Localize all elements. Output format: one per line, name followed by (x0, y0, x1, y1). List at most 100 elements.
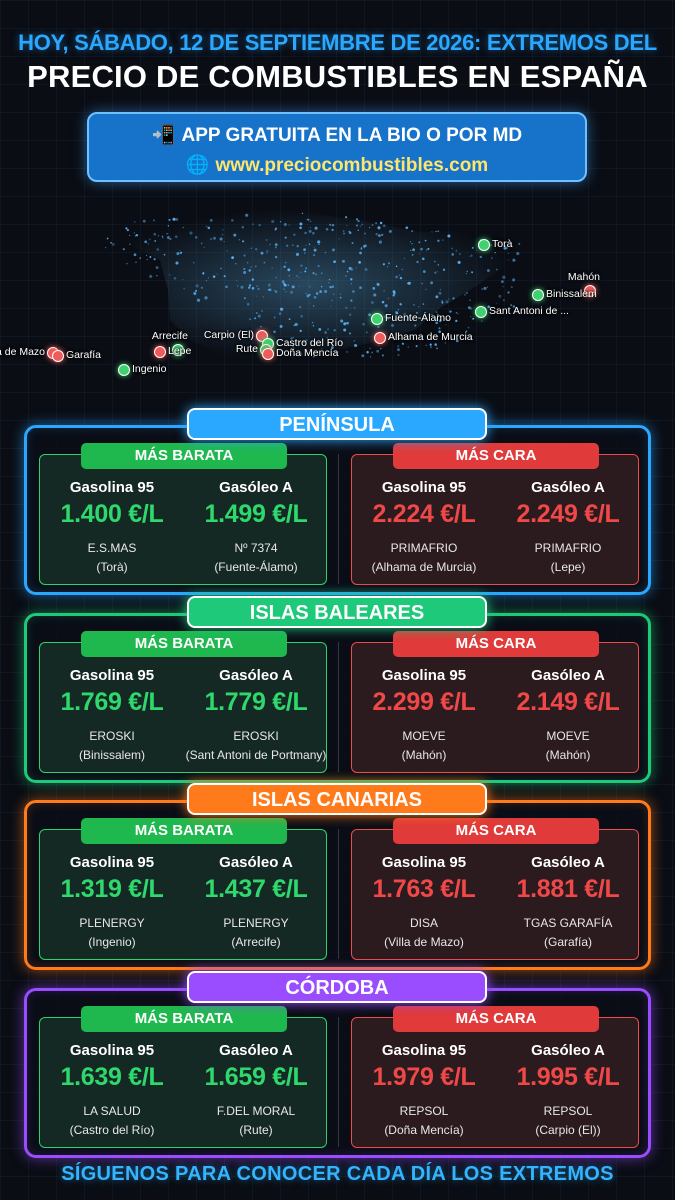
population-dot (436, 313, 440, 317)
page-title: PRECIO DE COMBUSTIBLES EN ESPAÑA (27, 59, 648, 94)
population-dot (195, 289, 198, 292)
population-dot (507, 291, 510, 294)
population-dot (418, 253, 420, 255)
footer-text: SÍGUENOS PARA CONOCER CADA DÍA LOS EXTRE… (61, 1163, 614, 1185)
population-dot (273, 330, 276, 334)
population-dot (420, 247, 423, 251)
population-dot (176, 252, 180, 256)
gasolina-column: Gasolina 95 2.224 €/L PRIMAFRIO (Alhama de … (352, 479, 496, 574)
population-dot (348, 230, 350, 233)
population-dot (425, 249, 428, 251)
population-dot (200, 242, 203, 245)
population-dot (378, 240, 382, 244)
population-dot (268, 288, 272, 292)
gasolina-column: Gasolina 95 2.299 €/L MOEVE (Mahón) (352, 667, 496, 762)
station-location: (Doña Mencía) (384, 1123, 464, 1137)
population-dot (327, 328, 330, 331)
fuel-price: 1.499 €/L (204, 500, 308, 528)
population-dot (258, 328, 260, 331)
population-dot (421, 282, 423, 285)
population-dot (263, 261, 266, 264)
population-dot (437, 230, 440, 232)
population-dot (303, 248, 307, 252)
population-dot (455, 249, 458, 252)
population-dot (254, 317, 257, 320)
population-dot (222, 229, 224, 231)
population-dot (293, 324, 296, 327)
population-dot (305, 292, 307, 294)
station-brand: MOEVE (546, 729, 590, 743)
fuel-type: Gasolina 95 (381, 479, 467, 496)
population-dot (434, 271, 437, 274)
fuel-type: Gasóleo A (219, 479, 293, 496)
fuel-price: 2.299 €/L (372, 688, 476, 716)
population-dot (364, 268, 368, 271)
station-brand: F.DEL MORAL (216, 1104, 296, 1118)
population-dot (175, 261, 179, 265)
population-dot (281, 267, 283, 269)
fuel-price: 2.149 €/L (516, 688, 620, 716)
most-expensive-panel: MÁS CARA Gasolina 95 2.299 €/L MOEVE (Mahón)… (351, 631, 639, 773)
population-dot (296, 274, 299, 277)
population-dot (244, 297, 246, 299)
station-brand: PRIMAFRIO (390, 541, 458, 555)
region-title: ISLAS CANARIAS (187, 783, 487, 815)
population-dot (466, 270, 468, 273)
population-dot (497, 244, 500, 247)
population-dot (502, 275, 506, 279)
population-dot (148, 238, 151, 241)
population-dot (507, 252, 510, 255)
population-dot (410, 249, 412, 252)
population-dot (411, 230, 413, 232)
population-dot (392, 294, 395, 297)
population-dot (261, 310, 263, 312)
population-dot (291, 345, 295, 348)
population-dot (498, 294, 502, 298)
population-dot (391, 323, 394, 327)
population-dot (271, 267, 273, 269)
population-dot (269, 243, 272, 246)
population-dot (435, 295, 439, 299)
website-link[interactable]: www.preciocombustibles.com (215, 155, 489, 176)
population-dot (350, 299, 353, 302)
population-dot (494, 251, 496, 254)
population-dot (510, 286, 513, 288)
cheapest-tag: MÁS BARATA (81, 1006, 287, 1032)
population-dot (487, 305, 491, 309)
population-dot (299, 222, 303, 226)
population-dot (251, 278, 255, 281)
fuel-type: Gasolina 95 (69, 667, 155, 684)
population-dot (403, 312, 407, 316)
station-location: (Castro del Río) (69, 1123, 155, 1137)
population-dot (285, 291, 287, 293)
station-location: (Ingenio) (88, 935, 136, 949)
population-dot (146, 254, 148, 257)
map-pin-label: Arrecife (151, 330, 188, 342)
population-dot (350, 278, 353, 281)
population-dot (266, 250, 269, 253)
population-dot (238, 239, 241, 241)
population-dot (512, 278, 516, 282)
population-dot (329, 223, 332, 227)
map-pin-label: Torà (492, 238, 513, 250)
population-dot (290, 337, 293, 340)
population-dot (155, 266, 159, 269)
population-dot (288, 274, 291, 277)
gasoleo-column: Gasóleo A 1.499 €/L Nº 7374 (Fuente-Álamo) (184, 479, 328, 574)
population-dot (310, 227, 312, 229)
population-dot (489, 244, 492, 247)
population-dot (435, 311, 438, 313)
population-dot (345, 306, 348, 309)
map-pin-label: Rute (235, 343, 258, 355)
population-dot (298, 276, 300, 279)
map-pin-dot (478, 239, 490, 251)
fuel-type: Gasóleo A (531, 1042, 605, 1059)
population-dot (348, 313, 352, 316)
population-dot (331, 299, 333, 302)
population-dot (457, 313, 459, 315)
cheapest-tag: MÁS BARATA (81, 443, 287, 469)
population-dot (409, 241, 412, 243)
population-dot (403, 257, 405, 259)
app-banner[interactable]: 📲 APP GRATUITA EN LA BIO O POR MD 🌐 www.pr… (87, 112, 587, 182)
panel-divider (338, 1017, 339, 1147)
